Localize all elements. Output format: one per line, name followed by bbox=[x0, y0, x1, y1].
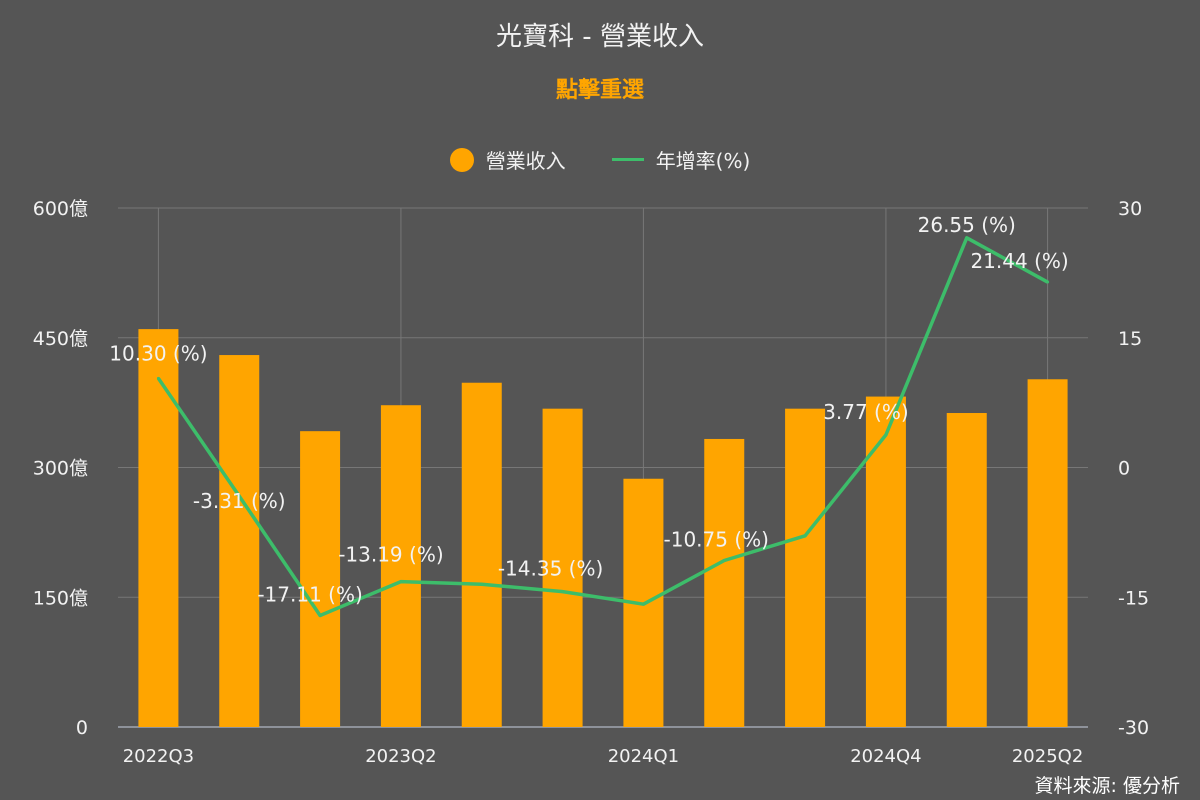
yoy-point bbox=[318, 614, 322, 618]
y-left-tick-label: 0 bbox=[76, 717, 88, 739]
yoy-point bbox=[237, 494, 241, 498]
yoy-growth-line bbox=[156, 236, 1049, 618]
revenue-bar bbox=[461, 382, 502, 727]
yoy-point bbox=[561, 590, 565, 594]
yoy-data-label: -14.35 (%) bbox=[498, 557, 603, 581]
y-left-tick-label: 450億 bbox=[33, 328, 88, 350]
yoy-data-label: 10.30 (%) bbox=[109, 341, 207, 365]
yoy-point bbox=[722, 558, 726, 562]
revenue-bar bbox=[380, 405, 421, 727]
source-note: 資料來源: 優分析 bbox=[1034, 775, 1180, 797]
x-tick-label: 2022Q3 bbox=[123, 746, 194, 767]
yoy-point bbox=[399, 580, 403, 584]
revenue-bar bbox=[785, 408, 826, 727]
revenue-bar bbox=[219, 355, 260, 727]
x-tick-label: 2023Q2 bbox=[365, 746, 436, 767]
revenue-bar bbox=[865, 396, 906, 727]
legend: 營業收入 年增率(%) bbox=[0, 145, 1200, 174]
legend-item-yoy[interactable]: 年增率(%) bbox=[611, 145, 751, 174]
y-right-tick-label: 30 bbox=[1118, 198, 1142, 220]
yoy-point bbox=[480, 582, 484, 586]
yoy-data-label: -3.31 (%) bbox=[193, 489, 286, 513]
yoy-data-label: 3.77 (%) bbox=[823, 400, 909, 424]
yoy-point bbox=[884, 433, 888, 437]
legend-item-revenue[interactable]: 營業收入 bbox=[449, 145, 566, 174]
y-right-tick-label: 15 bbox=[1118, 328, 1142, 350]
revenue-bar bbox=[138, 329, 179, 727]
yoy-data-label: -17.11 (%) bbox=[257, 583, 362, 607]
yoy-point bbox=[641, 602, 645, 606]
revenue-bar bbox=[300, 431, 341, 727]
x-tick-label: 2024Q1 bbox=[608, 746, 679, 767]
yoy-data-label: -10.75 (%) bbox=[664, 527, 769, 551]
legend-label: 年增率(%) bbox=[655, 149, 751, 173]
y-left-tick-label: 150億 bbox=[33, 587, 88, 609]
chart-title: 光寶科 - 營業收入 bbox=[496, 22, 704, 52]
y-right-tick-label: -30 bbox=[1118, 717, 1149, 739]
revenue-bar bbox=[1027, 379, 1068, 727]
yoy-data-label: 26.55 (%) bbox=[918, 213, 1016, 237]
y-left-tick-label: 600億 bbox=[33, 198, 88, 220]
line-icon bbox=[611, 158, 644, 161]
circle-icon bbox=[449, 147, 474, 172]
legend-label: 營業收入 bbox=[485, 149, 566, 173]
reselect-link[interactable]: 點擊重選 bbox=[555, 78, 644, 103]
y-right-tick-label: 0 bbox=[1118, 458, 1130, 480]
x-tick-label: 2025Q2 bbox=[1012, 746, 1083, 767]
yoy-data-label: 21.44 (%) bbox=[970, 249, 1068, 273]
x-tick-label: 2024Q4 bbox=[850, 746, 921, 767]
y-left-tick-label: 300億 bbox=[33, 458, 88, 480]
revenue-bar bbox=[704, 438, 745, 727]
yoy-data-label: -13.19 (%) bbox=[338, 543, 443, 567]
yoy-point bbox=[156, 376, 160, 380]
yoy-point bbox=[965, 236, 969, 240]
y-right-tick-label: -15 bbox=[1118, 587, 1149, 609]
revenue-bar bbox=[946, 413, 987, 727]
yoy-point bbox=[1046, 280, 1050, 284]
revenue-bar bbox=[542, 408, 583, 727]
yoy-point bbox=[803, 534, 807, 538]
